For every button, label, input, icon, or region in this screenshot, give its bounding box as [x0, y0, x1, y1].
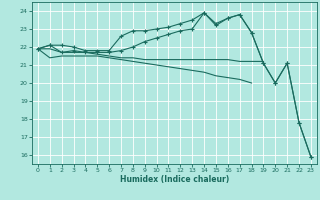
- X-axis label: Humidex (Indice chaleur): Humidex (Indice chaleur): [120, 175, 229, 184]
